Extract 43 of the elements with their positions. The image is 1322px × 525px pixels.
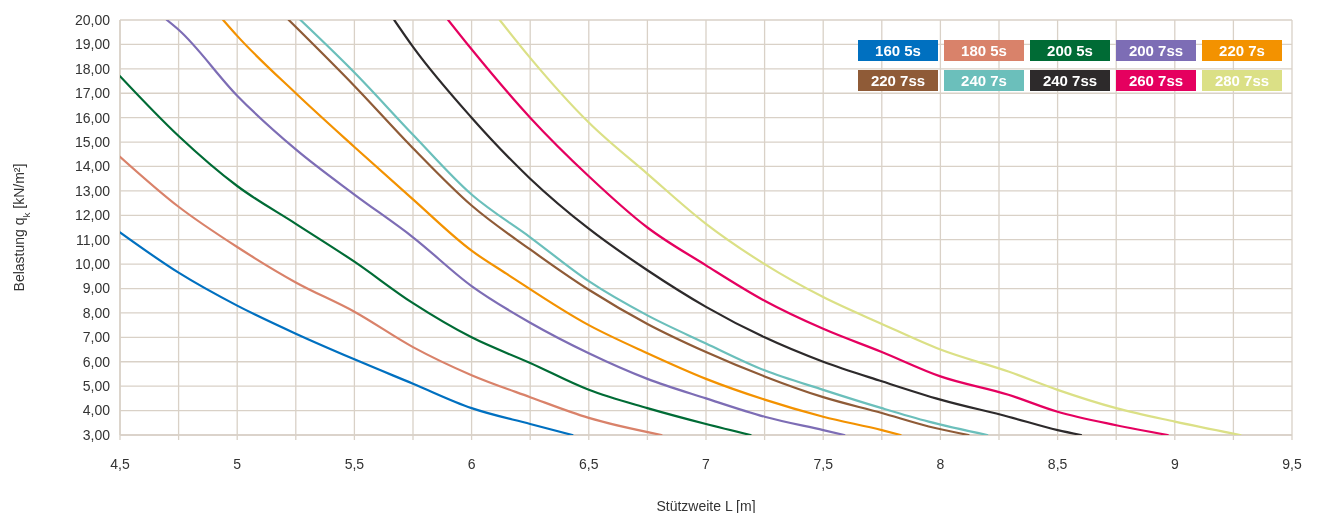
y-tick-label: 20,00	[74, 11, 111, 28]
text: 280 7ss	[1214, 71, 1270, 89]
y-tick-label: 9,00	[82, 280, 111, 297]
y-tick-label: 18,00	[74, 60, 111, 77]
text: 240 7ss	[1042, 71, 1098, 89]
x-tick-label: 8,5	[1047, 456, 1068, 472]
x-tick-label: 9	[1170, 456, 1179, 472]
text: 220 7ss	[870, 71, 926, 89]
y-tick-label: 7,00	[82, 329, 111, 346]
y-tick-label: 13,00	[74, 182, 111, 199]
x-tick-label: 6,5	[579, 456, 599, 472]
x-tick-label: 7	[702, 456, 711, 472]
y-tick-label: 15,00	[74, 133, 111, 150]
line-series	[120, 75, 752, 435]
line-series	[120, 155, 663, 435]
y-tick-label: 11,00	[76, 231, 111, 248]
y-tick-label: 6,00	[82, 353, 111, 370]
y-tick-label: 8,00	[82, 304, 111, 321]
y-tick-label: 10,00	[74, 256, 111, 273]
text: 200 5s	[1047, 41, 1093, 59]
text: 160 5s	[875, 41, 921, 59]
x-tick-label: 5,5	[344, 456, 365, 472]
y-tick-label: 4,00	[82, 402, 111, 419]
text: 220 7s	[1219, 41, 1265, 59]
x-tick-label: 4,5	[110, 456, 130, 472]
x-axis-title: Stützweite L [m]	[656, 498, 756, 514]
y-tick-label: 19,00	[74, 36, 111, 53]
x-tick-label: 7,5	[813, 456, 834, 472]
x-tick-label: 8	[936, 456, 945, 472]
text: 260 7ss	[1128, 71, 1184, 89]
line-series	[120, 231, 574, 435]
y-tick-label: 14,00	[74, 158, 111, 175]
y-tick-label: 16,00	[74, 109, 111, 126]
y-tick-label: 17,00	[74, 85, 111, 102]
x-tick-label: 9,5	[1282, 456, 1302, 472]
text: 180 5s	[961, 41, 1007, 59]
y-tick-label: 12,00	[74, 207, 111, 224]
x-tick-label: 5	[233, 456, 242, 472]
text: 200 7ss	[1128, 41, 1184, 59]
text: 240 7s	[961, 71, 1007, 89]
x-tick-label: 6	[467, 456, 476, 472]
y-tick-label: 3,00	[82, 426, 111, 443]
y-tick-label: 5,00	[82, 378, 111, 395]
